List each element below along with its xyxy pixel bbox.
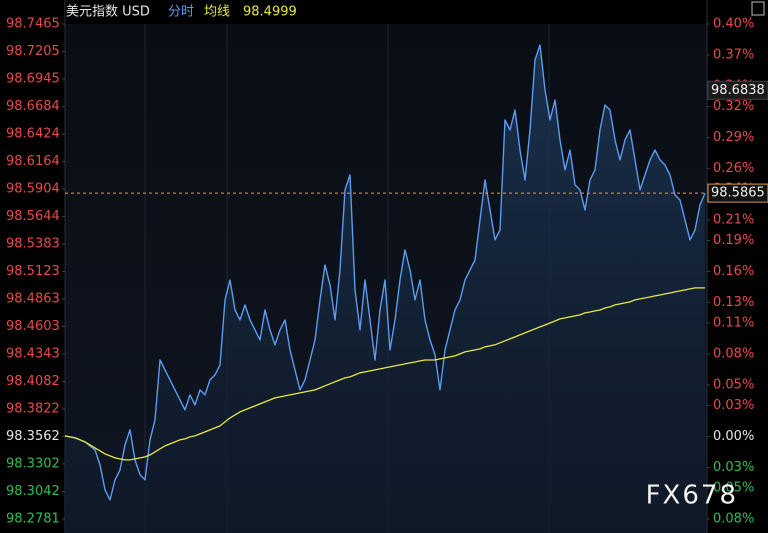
plot: [62, 23, 710, 533]
cursor-price-label: 98.6838: [711, 83, 765, 98]
legend-price: 分时: [168, 5, 194, 20]
y-tick-label: 98.3822: [6, 401, 60, 416]
labels: 98.7465 98.7205 98.6945 98.6684 98.6424 98.61…: [6, 17, 768, 527]
y-tick-label: 98.3302: [6, 456, 60, 471]
y2-tick-label: 0.05%: [713, 377, 754, 392]
y-tick-label: 98.3042: [6, 484, 60, 499]
average-line: [64, 287, 705, 461]
header-value: 98.4999: [243, 5, 297, 20]
y2-tick-label: 0.29%: [713, 130, 754, 145]
y2-tick-label: 0.08%: [713, 347, 754, 362]
y-tick-label: 98.2781: [6, 512, 60, 527]
last-price-label: 98.5865: [711, 186, 765, 201]
cursor-price-box: [707, 80, 768, 100]
y-tick-label: 98.3562: [6, 429, 60, 444]
y-tick-label: 98.6164: [6, 154, 60, 169]
y2-tick-label: 0.37%: [713, 47, 754, 62]
chart-title: 美元指数 USD: [66, 5, 150, 20]
y-tick-label: 98.5123: [6, 264, 60, 279]
y2-tick-label: 0.00%: [713, 429, 754, 444]
y-tick-label: 98.6424: [6, 127, 60, 142]
y2-tick-label: 0.05%: [713, 481, 754, 496]
last-price-box: [707, 183, 768, 203]
y-tick-label: 98.5644: [6, 209, 60, 224]
y-tick-label: 98.5904: [6, 181, 60, 196]
y-tick-label: 98.5383: [6, 237, 60, 252]
y2-tick-label: 0.16%: [713, 264, 754, 279]
y2-tick-label: 0.40%: [713, 17, 754, 32]
y-tick-label: 98.4343: [6, 346, 60, 361]
price-line: [64, 44, 706, 501]
y2-tick-label: 0.03%: [713, 460, 754, 475]
y-tick-label: 98.4603: [6, 319, 60, 334]
y2-tick-label: 0.11%: [713, 316, 754, 331]
menu-icon[interactable]: [751, 1, 765, 16]
watermark: FX678: [646, 481, 738, 511]
y2-tick-label: 0.08%: [713, 512, 754, 527]
y-tick-label: 98.7205: [6, 44, 60, 59]
y2-tick-label: 0.21%: [713, 212, 754, 227]
y2-tick-label: 0.03%: [713, 398, 754, 413]
y-tick-label: 98.4863: [6, 291, 60, 306]
legend-average: 均线: [204, 5, 230, 20]
y2-tick-label: 0.32%: [713, 99, 754, 114]
y2-tick-label: 0.26%: [713, 161, 754, 176]
y2-tick-label: 0.19%: [713, 233, 754, 248]
y-tick-label: 98.6945: [6, 71, 60, 86]
y-tick-label: 98.7465: [6, 17, 60, 32]
y-tick-label: 98.4082: [6, 374, 60, 389]
y2-tick-label: 0.13%: [713, 295, 754, 310]
y-tick-label: 98.6684: [6, 99, 60, 114]
